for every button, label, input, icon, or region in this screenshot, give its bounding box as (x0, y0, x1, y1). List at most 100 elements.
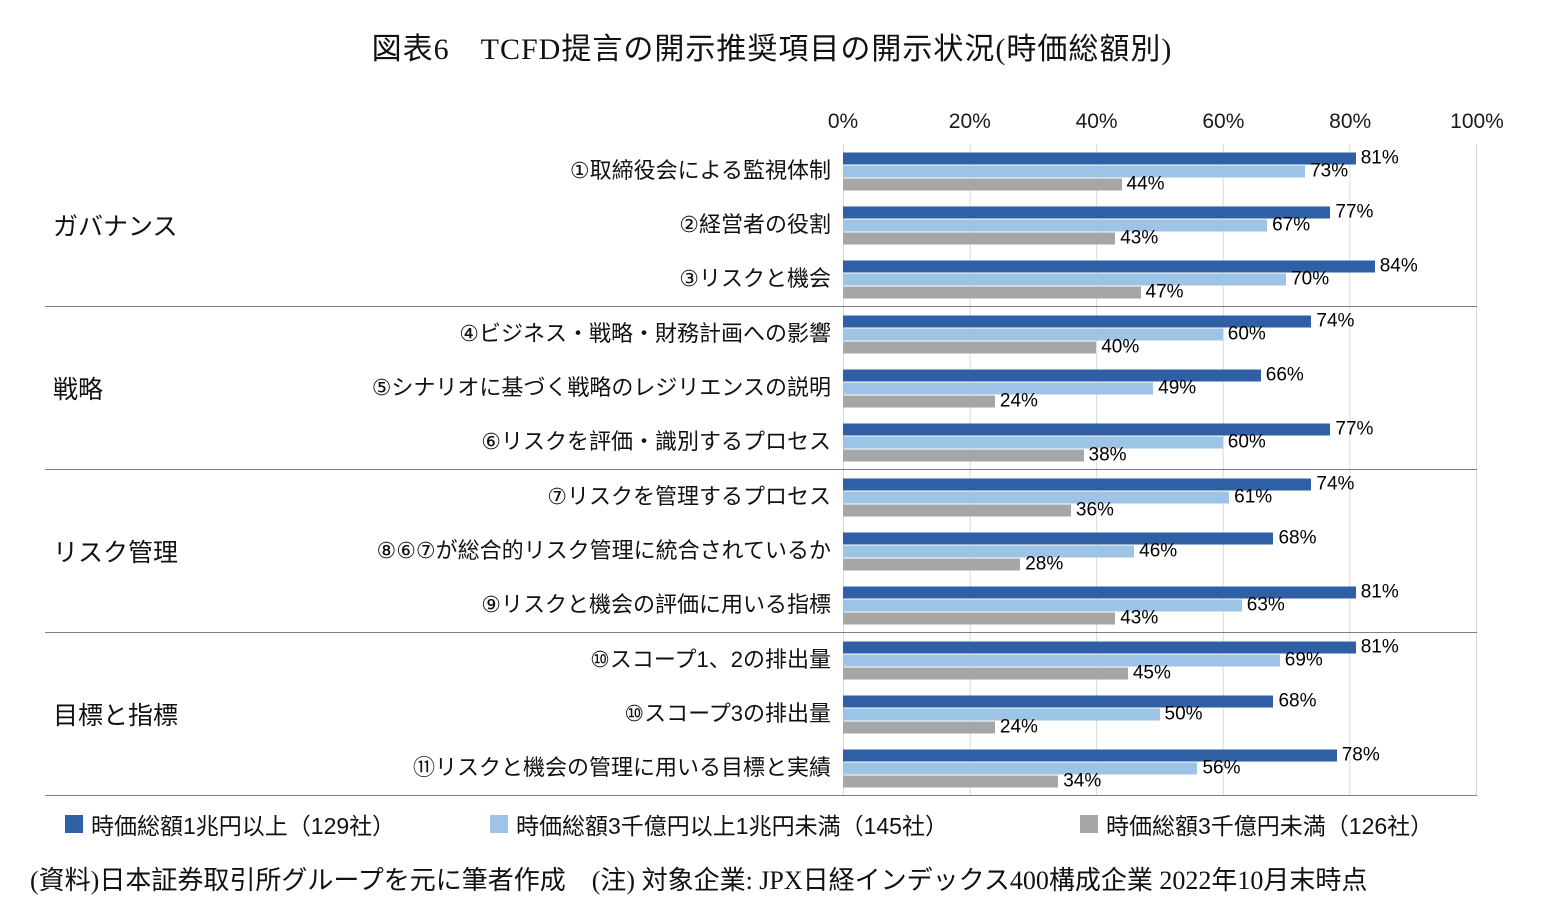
bar-stack: 81% 69% 45% (843, 636, 1476, 684)
value-label: 24% (999, 716, 1038, 738)
value-label: 63% (1246, 594, 1285, 616)
bar-row: 49% (843, 377, 1476, 399)
value-label: 73% (1310, 160, 1349, 182)
bar-series-1 (843, 708, 1160, 720)
plot-cell: 78% 56% 34% (843, 741, 1477, 795)
bar-row: 43% (843, 227, 1476, 249)
value-label: 81% (1360, 581, 1399, 603)
plot-cell: 74% 60% 40% (843, 307, 1477, 361)
bar-series-2 (843, 395, 995, 407)
axis-tick: 100% (1450, 110, 1504, 133)
bar-series-0 (843, 641, 1356, 653)
row-label: ②経営者の役割 (679, 211, 831, 237)
chart-title: 図表6 TCFD提言の開示推奨項目の開示状況(時価総額別) (371, 33, 1173, 66)
value-label: 49% (1158, 377, 1197, 399)
value-label: 43% (1120, 227, 1159, 249)
group-label: 戦略 (53, 376, 104, 404)
value-label: 38% (1088, 444, 1127, 466)
chart-row: ⑪リスクと機会の管理に用いる目標と実績 78% 56% 34% (245, 741, 1477, 795)
bar-series-1 (843, 654, 1280, 666)
value-label: 36% (1075, 499, 1114, 521)
bar-series-0 (843, 315, 1312, 327)
row-label: ⑦リスクを管理するプロセス (547, 483, 831, 509)
legend-swatch (65, 815, 83, 833)
row-label: ⑨リスクと機会の評価に用いる指標 (481, 591, 831, 617)
bar-row: 56% (843, 759, 1476, 778)
bar-series-1 (843, 599, 1242, 611)
chart-group: 目標と指標 ⑩スコープ1、2の排出量 81% 69% 45% ⑩スコープ3の排出量 68% 5… (45, 633, 1477, 796)
plot-cell: 81% 63% 43% (843, 578, 1477, 632)
bar-row: 36% (843, 499, 1476, 521)
chart-row: ④ビジネス・戦略・財務計画への影響 74% 60% 40% (245, 307, 1477, 361)
bar-series-2 (843, 612, 1116, 624)
value-label: 74% (1316, 473, 1355, 495)
group-items: ⑩スコープ1、2の排出量 81% 69% 45% ⑩スコープ3の排出量 68% 50% 24%… (245, 633, 1477, 795)
row-label: ⑧⑥⑦が総合的リスク管理に統合されているか (376, 537, 831, 563)
bar-series-0 (843, 206, 1331, 218)
bar-stack: 66% 49% 24% (843, 364, 1476, 411)
bar-stack: 74% 60% 40% (843, 310, 1476, 358)
row-label: ④ビジネス・戦略・財務計画への影響 (459, 320, 831, 346)
axis-tick: 20% (948, 110, 991, 133)
value-label: 74% (1316, 310, 1355, 332)
value-label: 68% (1278, 527, 1317, 549)
chart-row: ⑥リスクを評価・識別するプロセス 77% 60% 38% (245, 415, 1477, 469)
bar-stack: 68% 50% 24% (843, 690, 1476, 738)
value-label: 81% (1360, 636, 1399, 658)
bar-series-0 (843, 423, 1331, 435)
plot-cell: 68% 50% 24% (843, 687, 1477, 741)
value-label: 34% (1063, 770, 1102, 792)
axis-tick: 40% (1075, 110, 1118, 133)
value-label: 78% (1341, 744, 1380, 766)
value-label: 28% (1025, 553, 1064, 575)
bar-row: 38% (843, 444, 1476, 466)
bar-row: 40% (843, 336, 1476, 358)
group-items: ⑦リスクを管理するプロセス 74% 61% 36% ⑧⑥⑦が総合的リスク管理に統合されて… (245, 470, 1477, 632)
chart-group: リスク管理 ⑦リスクを管理するプロセス 74% 61% 36% ⑧⑥⑦が総合的リスク管理に… (45, 470, 1477, 633)
group-label: 目標と指標 (53, 702, 179, 730)
axis-tick: 60% (1202, 110, 1245, 133)
bar-series-2 (843, 558, 1021, 570)
value-label: 68% (1278, 690, 1317, 712)
plot-cell: 68% 46% 28% (843, 524, 1477, 578)
bar-series-1 (843, 273, 1287, 285)
bar-row: 60% (843, 325, 1476, 344)
value-label: 84% (1379, 255, 1418, 277)
chart-row: ⑧⑥⑦が総合的リスク管理に統合されているか 68% 46% 28% (245, 524, 1477, 578)
bar-series-2 (843, 721, 995, 733)
bar-series-1 (843, 328, 1223, 340)
bar-series-2 (843, 232, 1116, 244)
group-label: リスク管理 (53, 539, 179, 567)
bar-row: 34% (843, 770, 1476, 792)
bar-series-0 (843, 369, 1261, 381)
bar-series-1 (843, 762, 1198, 774)
value-label: 70% (1291, 268, 1330, 290)
bar-row: 81% (843, 581, 1476, 603)
bar-stack: 84% 70% 47% (843, 255, 1476, 302)
plot-cell: 84% 70% 47% (843, 252, 1477, 306)
value-label: 66% (1265, 364, 1304, 386)
row-label: ⑤シナリオに基づく戦略のレジリエンスの説明 (371, 374, 831, 400)
bar-stack: 81% 63% 43% (843, 581, 1476, 628)
row-label: ⑩スコープ3の排出量 (624, 700, 831, 726)
axis-spacer (45, 110, 843, 138)
chart-row: ⑩スコープ3の排出量 68% 50% 24% (245, 687, 1477, 741)
bar-series-1 (843, 382, 1154, 394)
value-label: 69% (1284, 649, 1323, 671)
value-label: 45% (1132, 662, 1171, 684)
bar-series-0 (843, 478, 1312, 490)
group-label: ガバナンス (53, 213, 178, 241)
bar-series-2 (843, 504, 1071, 516)
x-axis-row: 0% 20% 40% 60% 80% 100% (45, 110, 1545, 138)
bar-series-0 (843, 260, 1375, 272)
axis-tick: 0% (827, 110, 859, 133)
bar-row: 77% (843, 203, 1476, 222)
bar-row: 50% (843, 705, 1476, 724)
plot-cell: 77% 67% 43% (843, 198, 1477, 252)
bar-row: 70% (843, 268, 1476, 290)
bar-row: 81% (843, 149, 1476, 168)
value-label: 40% (1101, 336, 1140, 358)
chart-row: ⑤シナリオに基づく戦略のレジリエンスの説明 66% 49% 24% (245, 361, 1477, 415)
group-items: ④ビジネス・戦略・財務計画への影響 74% 60% 40% ⑤シナリオに基づく戦略のレジ… (245, 307, 1477, 469)
